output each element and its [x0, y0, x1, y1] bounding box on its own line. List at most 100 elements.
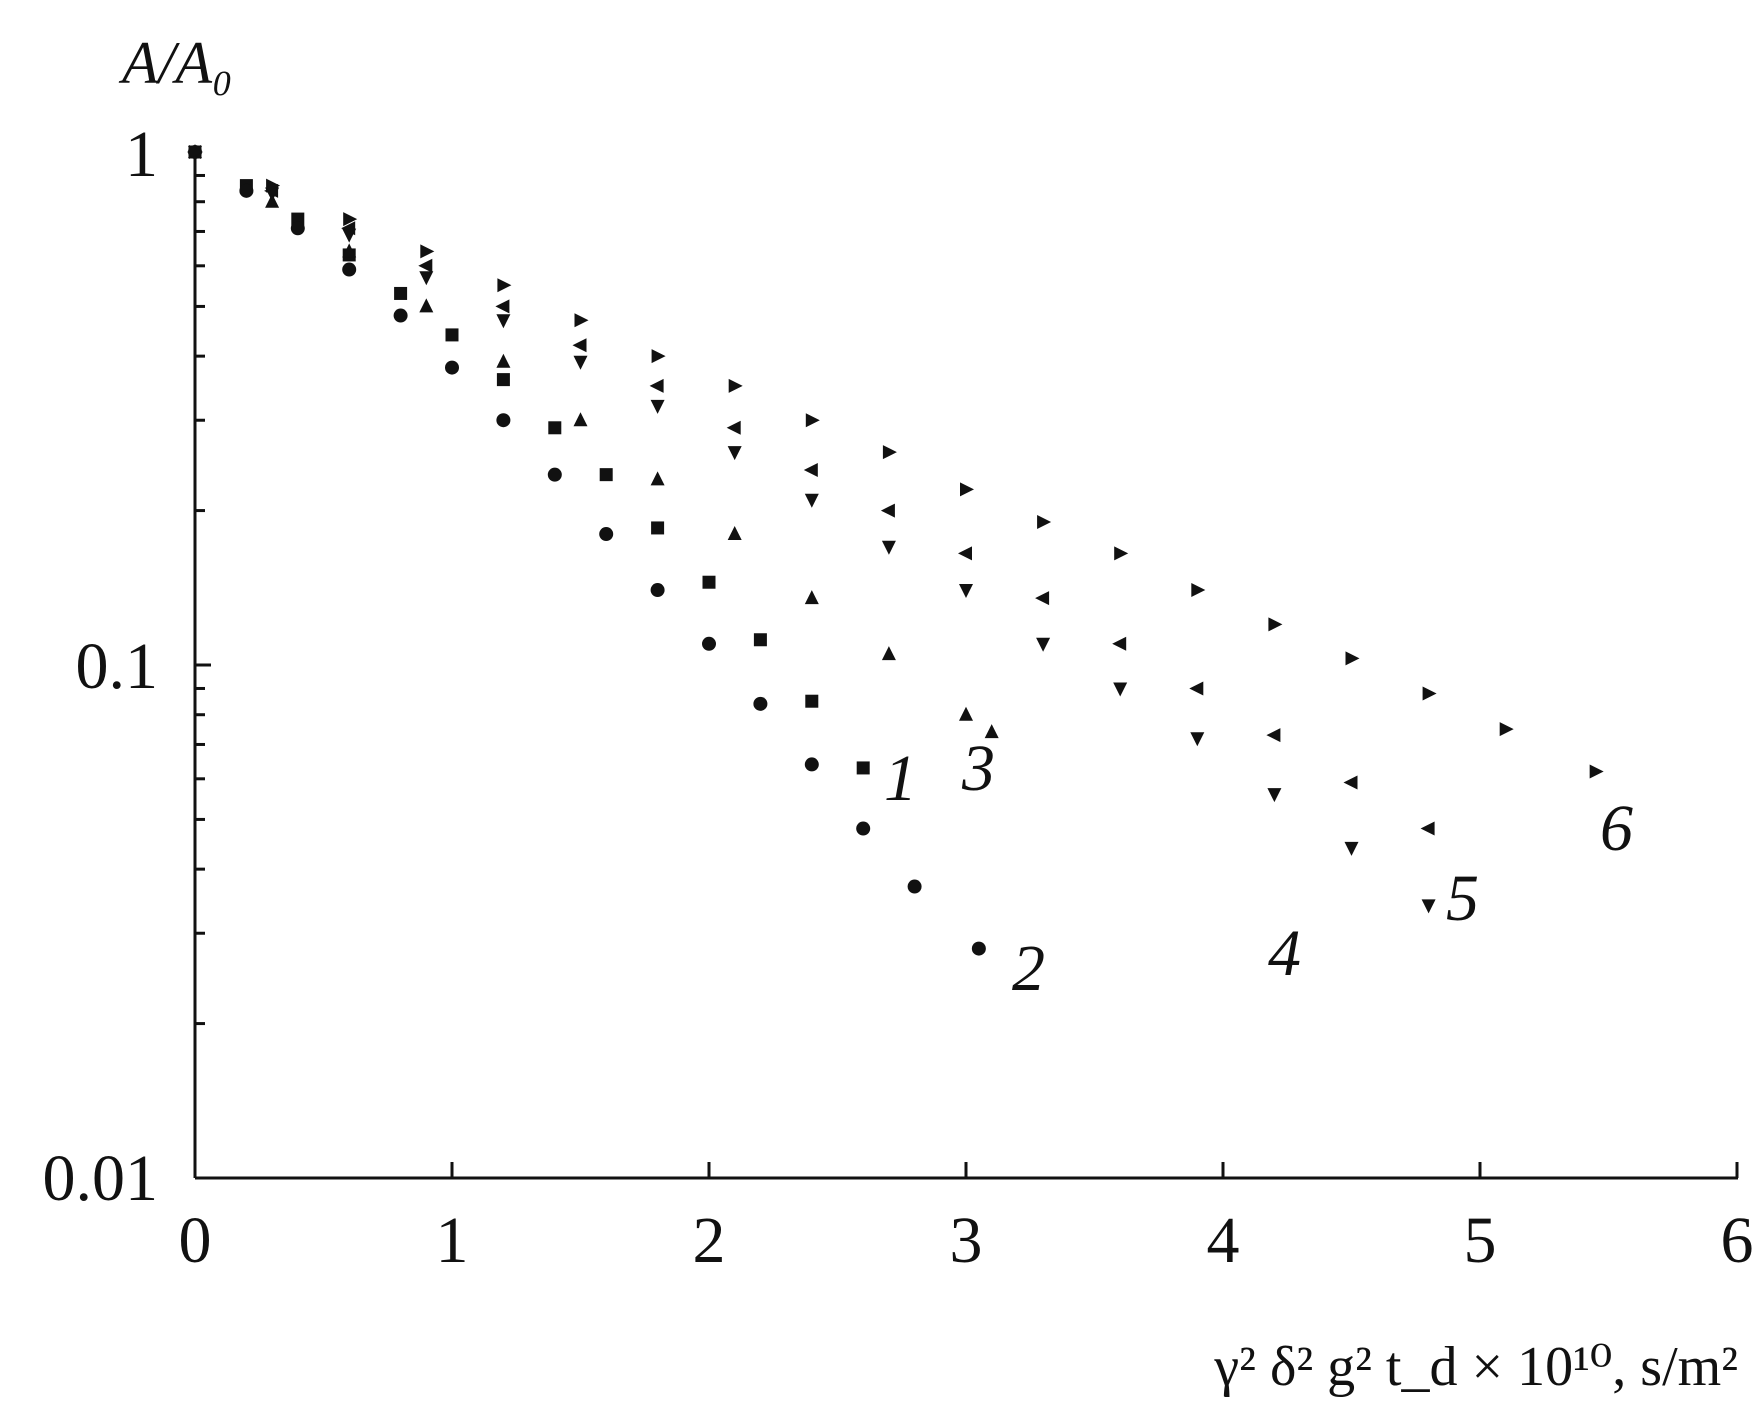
data-point-series-5	[418, 258, 433, 273]
data-point-series-5	[572, 338, 587, 353]
data-point-series-5	[803, 462, 818, 477]
data-point-series-2	[971, 941, 986, 956]
series-label-2: 2	[1012, 932, 1045, 1005]
data-point-series-3	[650, 471, 665, 486]
data-point-series-3	[984, 724, 999, 739]
data-point-series-6	[882, 445, 897, 460]
data-point-series-5	[958, 546, 972, 561]
x-tick-label-5: 5	[1464, 1204, 1497, 1277]
series-label-3: 3	[961, 732, 995, 805]
tick-labels: 0 1 2 3 4 5 6 0.01 0.1 1	[43, 118, 1754, 1277]
data-point-series-2	[907, 879, 922, 894]
data-point-series-2	[599, 527, 614, 542]
data-point-series-1	[548, 421, 562, 435]
data-point-series-2	[753, 696, 768, 711]
x-axis-label: γ² δ² g² t_d × 10¹⁰, s/m²	[1213, 1336, 1738, 1398]
data-point-series-1	[805, 694, 819, 708]
data-point-series-2	[290, 221, 305, 236]
data-point-series-6	[574, 313, 589, 328]
x-tick-label-2: 2	[693, 1204, 726, 1277]
x-tick-label-0: 0	[179, 1204, 212, 1277]
data-point-series-6	[960, 482, 974, 497]
data-point-series-6	[1114, 546, 1129, 561]
data-point-series-3	[419, 298, 434, 313]
data-point-series-3	[496, 353, 511, 368]
series-label-6: 6	[1600, 792, 1633, 865]
data-point-series-2	[393, 308, 408, 323]
data-point-series-4	[727, 446, 742, 461]
data-point-series-1	[445, 328, 459, 342]
data-point-series-6	[1589, 764, 1604, 779]
data-point-series-2	[239, 183, 254, 198]
data-point-series-6	[1037, 514, 1052, 529]
series-label-5: 5	[1446, 862, 1479, 935]
data-point-series-6	[189, 145, 203, 159]
data-point-series-2	[702, 636, 716, 651]
data-point-series-2	[496, 413, 511, 428]
data-point-series-1	[599, 468, 613, 482]
data-point-series-1	[753, 633, 767, 647]
series-label-4: 4	[1268, 917, 1301, 990]
data-point-series-4	[1036, 637, 1051, 652]
y-tick-label-1: 1	[125, 118, 158, 191]
data-point-series-5	[1420, 821, 1435, 836]
data-point-series-6	[343, 212, 358, 227]
data-point-series-5	[341, 221, 356, 236]
data-point-series-4	[804, 493, 819, 508]
data-point-series-3	[727, 526, 742, 541]
data-point-series-4	[496, 314, 511, 329]
y-axis-label: A/A₀	[118, 30, 233, 96]
data-point-series-6	[1499, 722, 1514, 737]
data-point-series-1	[651, 521, 665, 535]
data-point-series-6	[420, 244, 435, 259]
data-point-series-6	[1345, 651, 1360, 666]
data-point-series-2	[804, 757, 819, 772]
data-point-series-4	[1344, 841, 1359, 856]
series-3-points	[188, 144, 999, 739]
data-marks	[187, 144, 1604, 956]
data-point-series-4	[1421, 899, 1436, 914]
x-tick-label-4: 4	[1207, 1204, 1240, 1277]
data-point-series-5	[1343, 775, 1358, 790]
x-tick-label-6: 6	[1721, 1204, 1754, 1277]
data-point-series-6	[1191, 583, 1206, 598]
data-point-series-6	[266, 178, 281, 193]
data-point-series-5	[1189, 681, 1204, 696]
data-point-series-6	[1422, 686, 1437, 701]
series-6-points	[189, 145, 1604, 779]
series-label-1: 1	[884, 742, 917, 815]
data-point-series-5	[1266, 728, 1281, 743]
data-point-series-2	[342, 262, 357, 277]
ticks	[195, 173, 1739, 1180]
data-point-series-5	[649, 378, 664, 393]
data-point-series-4	[1190, 732, 1205, 747]
data-point-series-2	[445, 360, 459, 375]
data-point-series-6	[1268, 617, 1283, 632]
data-point-series-1	[702, 575, 716, 589]
data-point-series-3	[881, 646, 896, 661]
data-point-series-3	[342, 243, 357, 258]
data-point-series-4	[650, 399, 665, 414]
x-tick-label-3: 3	[950, 1204, 983, 1277]
data-point-series-3	[573, 412, 588, 427]
data-point-series-2	[547, 467, 562, 482]
data-point-series-6	[805, 413, 820, 428]
data-point-series-6	[497, 278, 512, 293]
data-point-series-3	[804, 590, 819, 605]
data-point-series-2	[650, 583, 665, 598]
data-point-series-5	[495, 299, 510, 314]
data-point-series-5	[1035, 591, 1050, 606]
data-point-series-1	[496, 373, 510, 387]
series-1-points	[188, 145, 870, 775]
series-5-points	[187, 145, 1435, 836]
data-point-series-6	[728, 378, 743, 393]
data-point-series-1	[394, 286, 408, 300]
y-tick-label-001: 0.01	[43, 1142, 159, 1215]
data-point-series-1	[856, 761, 870, 775]
data-point-series-2	[856, 821, 871, 836]
data-point-series-4	[1267, 788, 1282, 803]
data-point-series-5	[1112, 636, 1127, 651]
data-point-series-4	[959, 584, 973, 599]
data-point-series-4	[419, 271, 434, 286]
